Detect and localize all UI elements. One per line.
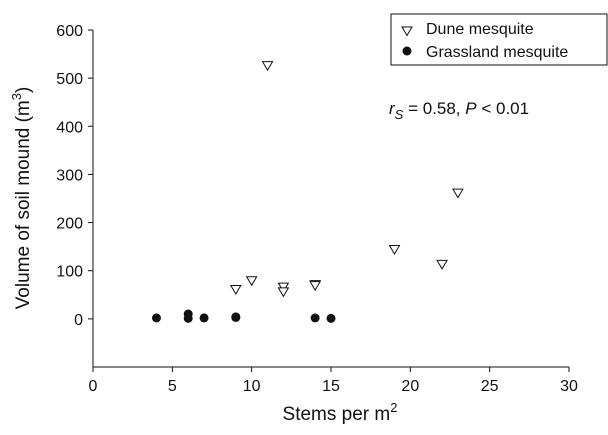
- annotation-p: P: [465, 99, 477, 118]
- y-tick-label: 600: [56, 23, 83, 40]
- grassland-mesquite-point: [151, 313, 161, 323]
- y-tick-label: 100: [56, 264, 83, 281]
- x-axis-title-text: Stems per m: [283, 404, 391, 425]
- dune-mesquite-point: [261, 61, 274, 72]
- dune-mesquite-point: [245, 276, 258, 287]
- y-axis-title-superscript: 3: [9, 93, 24, 100]
- x-axis-title: Stems per m2: [283, 400, 398, 425]
- y-axis-title-text: Volume of soil mound (m: [13, 100, 34, 309]
- annotation-middle: = 0.58,: [403, 99, 465, 118]
- x-tick-label: 5: [168, 378, 177, 395]
- annotation-tail: < 0.01: [477, 99, 529, 118]
- annotation-r-subscript: S: [395, 107, 404, 122]
- x-axis-title-superscript: 2: [390, 400, 397, 415]
- x-tick-label: 15: [322, 378, 340, 395]
- dune-mesquite-point: [388, 245, 401, 255]
- dune-mesquite-point: [436, 259, 448, 270]
- y-tick-label: 400: [56, 119, 83, 136]
- legend-grassland-label: Grassland mesquite: [426, 44, 568, 61]
- x-tick-label: 20: [401, 378, 419, 395]
- legend-box: [390, 13, 608, 66]
- legend-dune-marker: [401, 26, 413, 37]
- x-tick-label: 0: [89, 378, 98, 395]
- y-tick-label: 300: [56, 167, 83, 184]
- dune-mesquite-point: [229, 284, 242, 295]
- y-axis-title: Volume of soil mound (m3): [9, 87, 34, 310]
- legend-dune-label: Dune mesquite: [426, 21, 534, 38]
- x-tick-label: 30: [560, 378, 578, 395]
- y-tick-label: 500: [56, 71, 83, 88]
- data-points: [151, 61, 464, 323]
- legend: Dune mesquite Grassland mesquite: [390, 13, 608, 66]
- correlation-annotation: rS = 0.58, P < 0.01: [389, 99, 529, 122]
- x-tick-label: 10: [243, 378, 261, 395]
- dune-mesquite-point: [277, 282, 290, 293]
- x-tick-label: 25: [481, 378, 499, 395]
- y-axis-title-close: ): [13, 87, 34, 93]
- grassland-mesquite-point: [199, 313, 209, 323]
- annotation-r: r: [389, 99, 396, 118]
- dune-mesquite-point: [277, 287, 290, 298]
- grassland-mesquite-point: [231, 312, 241, 322]
- dune-mesquite-point: [452, 188, 464, 199]
- grassland-mesquite-point: [326, 313, 336, 323]
- grassland-mesquite-point: [183, 313, 193, 323]
- legend-grassland-marker: [402, 46, 412, 56]
- dune-mesquite-point: [309, 281, 322, 292]
- y-tick-label: 0: [74, 312, 83, 329]
- y-ticks: 0 100 200 300 400 500 600: [56, 23, 93, 329]
- x-ticks: 0 5 10 15 20 25 30: [89, 367, 578, 395]
- grassland-mesquite-point: [310, 313, 320, 323]
- y-tick-label: 200: [56, 216, 83, 233]
